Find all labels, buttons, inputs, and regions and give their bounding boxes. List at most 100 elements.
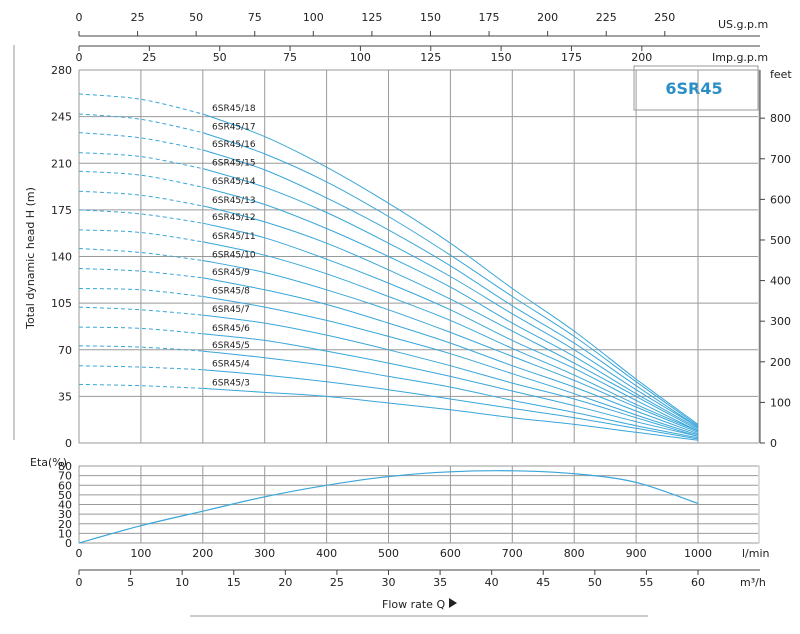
curve-label: 6SR45/9	[212, 268, 250, 278]
top-imp-tick-label: 50	[213, 51, 227, 64]
top-us-tick-label: 250	[654, 11, 675, 24]
curve-label: 6SR45/18	[212, 104, 256, 114]
top-us-unit-label: US.g.p.m	[718, 18, 768, 31]
pump-curve-solid	[202, 277, 699, 435]
feet-tick-label: 800	[770, 112, 791, 125]
feet-tick-label: 100	[770, 396, 791, 409]
lmin-tick-label: 800	[564, 547, 585, 560]
top-imp-tick-label: 100	[350, 51, 371, 64]
pump-curve-solid	[202, 387, 699, 441]
curve-label: 6SR45/12	[212, 213, 256, 223]
m3h-tick-label: 5	[127, 576, 134, 589]
curve-label: 6SR45/6	[212, 324, 250, 334]
top-us-tick-label: 150	[420, 11, 441, 24]
top-us-tick-label: 200	[537, 11, 558, 24]
feet-tick-label: 0	[770, 437, 777, 450]
top-imp-tick-label: 25	[142, 51, 156, 64]
play-arrow-icon	[449, 598, 457, 608]
m3h-tick-label: 15	[227, 576, 241, 589]
m3h-tick-label: 60	[691, 576, 705, 589]
m3h-tick-label: 30	[382, 576, 396, 589]
m3h-tick-label: 0	[76, 576, 83, 589]
pump-curve-solid	[202, 149, 699, 428]
pump-curve-solid	[202, 333, 699, 437]
m3h-tick-label: 35	[433, 576, 447, 589]
feet-tick-label: 500	[770, 234, 791, 247]
top-us-tick-label: 125	[361, 11, 382, 24]
m3h-unit-label: m³/h	[740, 576, 766, 589]
flow-rate-label: Flow rate Q	[382, 598, 445, 611]
lmin-tick-label: 1000	[684, 547, 712, 560]
top-us-tick-label: 175	[479, 11, 500, 24]
y-tick-label: 245	[51, 111, 72, 124]
lmin-tick-label: 400	[316, 547, 337, 560]
curve-label: 6SR45/5	[212, 341, 250, 351]
eta-tick-label: 70	[58, 470, 72, 483]
top-imp-tick-label: 0	[76, 51, 83, 64]
top-imp-tick-label: 200	[631, 51, 652, 64]
eta-tick-label: 20	[58, 518, 72, 531]
lmin-tick-label: 700	[502, 547, 523, 560]
curve-label: 6SR45/17	[212, 123, 256, 133]
feet-axis-label: feet	[770, 68, 792, 81]
curve-label: 6SR45/14	[212, 177, 256, 187]
y-tick-label: 210	[51, 157, 72, 170]
top-imp-tick-label: 125	[420, 51, 441, 64]
pump-curve-solid	[202, 132, 699, 427]
top-us-tick-label: 100	[303, 11, 324, 24]
curve-label: 6SR45/13	[212, 196, 256, 206]
y-tick-label: 70	[58, 344, 72, 357]
top-imp-tick-label: 150	[491, 51, 512, 64]
lmin-tick-label: 0	[76, 547, 83, 560]
eta-tick-label: 60	[58, 479, 72, 492]
chart-title: 6SR45	[665, 79, 722, 98]
lmin-tick-label: 200	[192, 547, 213, 560]
y-tick-label: 35	[58, 390, 72, 403]
pump-curve-solid	[202, 314, 699, 437]
top-imp-unit-label: Imp.g.p.m	[712, 51, 768, 64]
lmin-tick-label: 100	[130, 547, 151, 560]
lmin-unit-label: l/min	[742, 547, 770, 560]
pump-curve-solid	[202, 350, 699, 439]
curve-label: 6SR45/7	[212, 305, 250, 315]
efficiency-curve	[78, 470, 699, 544]
pump-curve-solid	[202, 296, 699, 436]
m3h-tick-label: 40	[485, 576, 499, 589]
curve-label: 6SR45/4	[212, 360, 250, 370]
feet-tick-label: 300	[770, 315, 791, 328]
eta-axis-label: Eta(%)	[30, 456, 67, 469]
top-us-tick-label: 25	[131, 11, 145, 24]
m3h-tick-label: 20	[278, 576, 292, 589]
pump-curve-solid	[202, 241, 699, 432]
top-us-tick-label: 75	[248, 11, 262, 24]
top-us-tick-label: 225	[596, 11, 617, 24]
pump-curve-solid	[202, 369, 699, 440]
curve-label: 6SR45/11	[212, 232, 256, 242]
pump-curve-solid	[202, 222, 699, 432]
m3h-tick-label: 55	[639, 576, 653, 589]
curve-label: 6SR45/16	[212, 140, 256, 150]
y-tick-label: 140	[51, 251, 72, 264]
eta-tick-label: 80	[58, 460, 72, 473]
eta-tick-label: 30	[58, 508, 72, 521]
eta-tick-label: 0	[65, 537, 72, 550]
y-tick-label: 0	[65, 437, 72, 450]
feet-tick-label: 200	[770, 356, 791, 369]
m3h-tick-label: 10	[175, 576, 189, 589]
pump-curve-solid	[202, 186, 699, 429]
eta-tick-label: 50	[58, 489, 72, 502]
pump-curve-solid	[202, 168, 699, 428]
pump-curve-solid	[202, 205, 699, 431]
title-box	[633, 65, 759, 111]
lmin-tick-label: 600	[440, 547, 461, 560]
curve-label: 6SR45/10	[212, 250, 256, 260]
feet-tick-label: 600	[770, 193, 791, 206]
y-tick-label: 280	[51, 64, 72, 77]
pump-curve-solid	[202, 113, 699, 425]
curve-label: 6SR45/8	[212, 286, 250, 296]
feet-tick-label: 700	[770, 153, 791, 166]
pump-curve-solid	[202, 260, 699, 433]
top-us-tick-label: 0	[76, 11, 83, 24]
top-imp-tick-label: 75	[283, 51, 297, 64]
